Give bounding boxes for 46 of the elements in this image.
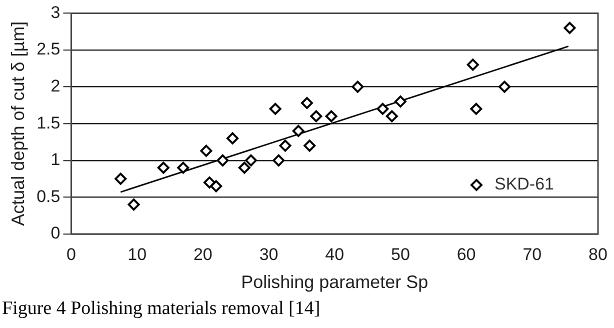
point xyxy=(210,180,222,192)
y-tick-label: 2 xyxy=(50,76,60,96)
x-tick-label: 40 xyxy=(325,244,344,264)
point xyxy=(470,102,482,115)
point xyxy=(269,102,282,115)
y-tick-label: 1 xyxy=(50,150,60,170)
x-tick-label: 30 xyxy=(259,244,278,264)
point xyxy=(300,96,313,109)
point xyxy=(310,110,322,122)
point xyxy=(564,22,576,34)
point xyxy=(114,172,127,185)
caption: Figure 4 Polishing materials removal [14] xyxy=(2,298,322,320)
point xyxy=(128,198,140,211)
legend-label: SKD-61 xyxy=(494,174,554,194)
point xyxy=(238,162,250,174)
x-tick-label: 20 xyxy=(193,244,212,264)
y-tick-label: 2.5 xyxy=(36,40,60,59)
point xyxy=(226,132,239,144)
x-tick-label: 50 xyxy=(391,244,410,264)
x-tick-label: 10 xyxy=(128,244,147,264)
x-tick-label: 70 xyxy=(522,244,542,264)
point xyxy=(498,80,510,93)
y-tick-label: 3 xyxy=(50,2,60,22)
y-tick-label: 0.5 xyxy=(36,186,60,206)
point xyxy=(244,154,257,166)
point xyxy=(325,110,338,122)
x-axis-title: Polishing parameter Sp xyxy=(241,272,428,292)
point xyxy=(352,80,364,93)
y-tick-label: 0 xyxy=(50,224,60,243)
point xyxy=(386,110,398,122)
x-tick-label: 60 xyxy=(456,244,476,264)
point xyxy=(304,140,316,152)
point xyxy=(292,124,304,137)
point xyxy=(157,162,170,174)
x-tick-label: 0 xyxy=(66,244,76,264)
y-tick-label: 1.5 xyxy=(36,113,60,132)
point xyxy=(200,144,212,157)
point xyxy=(376,102,389,115)
point xyxy=(272,154,285,166)
point xyxy=(394,96,406,108)
x-tick-label: 80 xyxy=(588,244,608,264)
point xyxy=(466,58,479,71)
point xyxy=(177,162,190,174)
point xyxy=(216,154,229,166)
y-axis-title: Actual depth of cut δ [µm] xyxy=(8,21,28,226)
point xyxy=(279,140,292,152)
